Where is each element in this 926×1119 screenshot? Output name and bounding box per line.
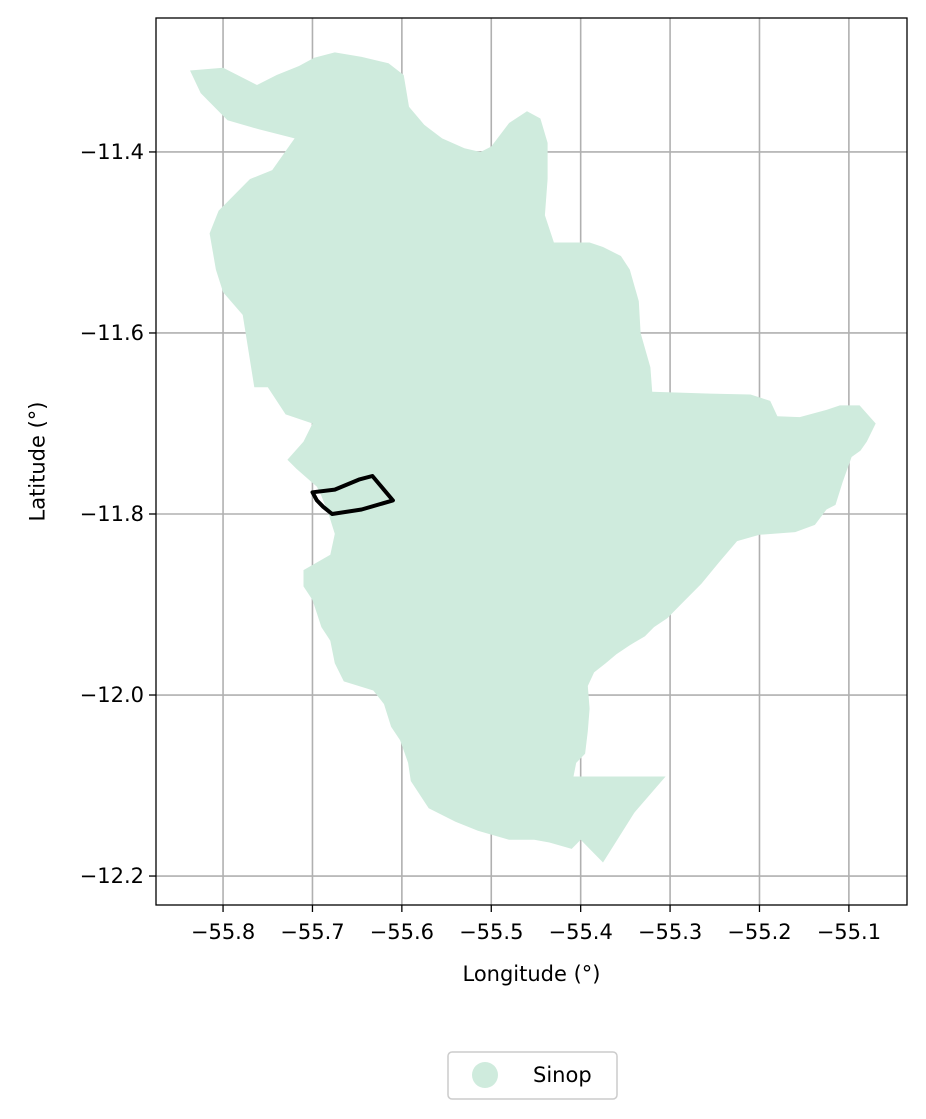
- x-tick-label-6: −55.2: [727, 920, 791, 944]
- x-tick-label-5: −55.3: [638, 920, 702, 944]
- overlay-layer: [310, 474, 395, 516]
- legend: Sinop: [447, 1051, 618, 1100]
- x-tick-label-4: −55.4: [548, 920, 612, 944]
- region-sinop: [190, 52, 876, 863]
- x-tick-label-0: −55.8: [191, 920, 255, 944]
- overlay-outline: [310, 474, 395, 516]
- x-tick-label-3: −55.5: [459, 920, 523, 944]
- x-tick-label-7: −55.1: [817, 920, 881, 944]
- y-tick-label-2: −11.8: [80, 502, 144, 526]
- x-axis-ticks: −55.8 −55.7 −55.6 −55.5 −55.4 −55.3 −55.2 −55.1: [191, 905, 881, 944]
- plot-frame: [155, 17, 908, 906]
- y-tick-label-0: −11.4: [80, 140, 144, 164]
- y-axis-ticks: −11.4 −11.6 −11.8 −12.0 −12.2: [80, 140, 156, 888]
- y-tick-label-1: −11.6: [80, 321, 144, 345]
- x-axis-label: Longitude (°): [462, 962, 600, 986]
- region-layer: [190, 52, 876, 863]
- legend-label-sinop: Sinop: [533, 1063, 592, 1087]
- legend-marker-sinop: [472, 1062, 498, 1088]
- x-tick-label-2: −55.6: [370, 920, 434, 944]
- y-axis-label: Latitude (°): [25, 402, 49, 522]
- x-tick-label-1: −55.7: [280, 920, 344, 944]
- y-tick-label-4: −12.2: [80, 864, 144, 888]
- y-tick-label-3: −12.0: [80, 683, 144, 707]
